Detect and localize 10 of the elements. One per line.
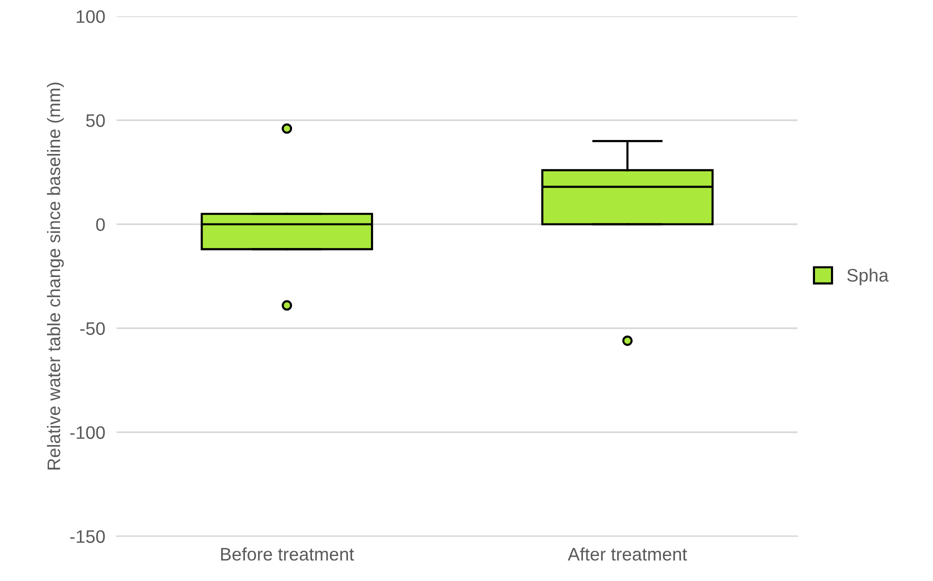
y-tick-label: 100 [76, 10, 105, 23]
y-tick-label: -100 [70, 426, 105, 439]
y-tick-label: -50 [80, 322, 105, 335]
y-tick-label: 0 [96, 218, 105, 231]
y-tick-label: -150 [70, 530, 105, 543]
x-tick-label: Before treatment [221, 547, 354, 561]
x-tick-label: After treatment [568, 547, 688, 561]
y-axis-title: Relative water table change since baseline (mm) [46, 82, 64, 470]
legend-label: Spha [847, 268, 889, 286]
y-tick-label: 50 [86, 114, 105, 127]
